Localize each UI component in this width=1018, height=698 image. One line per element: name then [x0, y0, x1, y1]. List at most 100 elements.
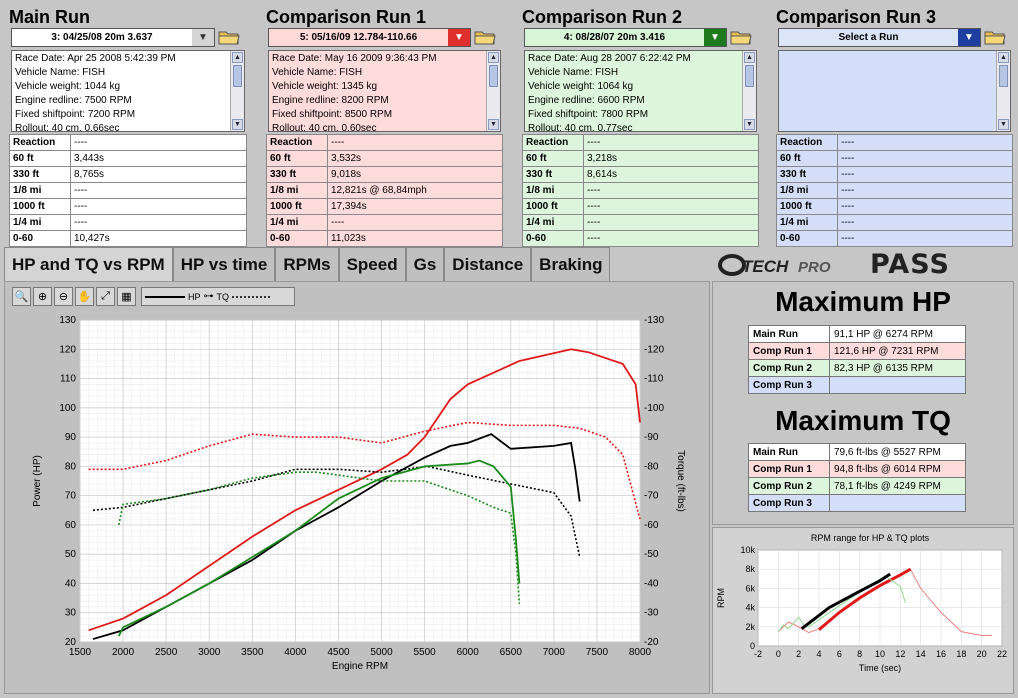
scrollbar[interactable]: ▲ ▼: [230, 51, 244, 131]
tab-speed[interactable]: Speed: [338, 247, 406, 281]
stat-row: 1000 ft ----: [522, 198, 759, 215]
stat-value: ----: [583, 198, 759, 215]
scrollbar[interactable]: ▲ ▼: [742, 51, 756, 131]
chevron-down-icon[interactable]: ▼: [704, 29, 726, 46]
scroll-thumb[interactable]: [745, 65, 754, 87]
pan-hand-icon[interactable]: ✋: [75, 287, 94, 306]
series-line: [88, 348, 641, 632]
y-tick-label: 120: [59, 344, 76, 355]
max-run-label: Main Run: [748, 325, 830, 343]
x-tick-label: 7000: [543, 647, 566, 658]
max-value: 82,3 HP @ 6135 RPM: [829, 359, 966, 377]
scroll-up-icon[interactable]: ▲: [232, 52, 243, 63]
y-tick-label: 60: [65, 520, 77, 531]
rpm-range-chart[interactable]: RPM range for HP & TQ plots-2 0 2 4 6 8 10 12 14…: [714, 530, 1012, 690]
chevron-down-icon[interactable]: ▼: [958, 29, 980, 46]
max-row: Comp Run 1 121,6 HP @ 7231 RPM: [748, 342, 966, 360]
scroll-up-icon[interactable]: ▲: [998, 52, 1009, 63]
y-tick-label: 30: [65, 608, 77, 619]
run-info-box[interactable]: Race Date: May 16 2009 9:36:43 PM Vehicle…: [268, 50, 501, 132]
tab-distance[interactable]: Distance: [444, 247, 532, 281]
rpm-series-line: [800, 572, 891, 630]
scroll-down-icon[interactable]: ▼: [232, 119, 243, 130]
fit-icon[interactable]: ⤢: [96, 287, 115, 306]
stat-value: 10,427s: [70, 230, 247, 247]
stat-value: ----: [837, 182, 1013, 199]
tab-rpms[interactable]: RPMs: [275, 247, 339, 281]
x-tick-label: 10: [875, 649, 885, 659]
folder-icon[interactable]: [984, 29, 1006, 48]
run-info-line: Engine redline: 7500 RPM: [15, 95, 132, 106]
x-tick-label: -2: [754, 649, 762, 659]
run-info-line: Engine redline: 6600 RPM: [528, 95, 645, 106]
folder-icon[interactable]: [730, 29, 752, 48]
x-tick-label: 14: [916, 649, 926, 659]
tab-gs[interactable]: Gs: [405, 247, 445, 281]
max-row: Comp Run 1 94,8 ft-lbs @ 6014 RPM: [748, 460, 966, 478]
run-info-line: Vehicle weight: 1064 kg: [528, 81, 634, 92]
max-tq-table-wrap: Main Run 79,6 ft-lbs @ 5527 RPM Comp Run 1…: [748, 443, 966, 512]
x-tick-label: 22: [997, 649, 1007, 659]
stat-label: 60 ft: [522, 150, 584, 167]
scroll-up-icon[interactable]: ▲: [488, 52, 499, 63]
zoom-region-icon[interactable]: ⊕: [33, 287, 52, 306]
scrollbar[interactable]: ▲ ▼: [486, 51, 500, 131]
scroll-down-icon[interactable]: ▼: [998, 119, 1009, 130]
run-info-line: Engine redline: 8200 RPM: [272, 95, 389, 106]
grid-icon[interactable]: ▦: [117, 287, 136, 306]
tab-hp-vs-time[interactable]: HP vs time: [172, 247, 276, 281]
stat-value: 3,532s: [327, 150, 503, 167]
gtech-logo-icon: TECH PRO: [718, 254, 831, 276]
stat-label: 0-60: [522, 230, 584, 247]
stat-row: 1/4 mi ----: [266, 214, 503, 231]
max-value: 91,1 HP @ 6274 RPM: [829, 325, 966, 343]
x-tick-label: 2000: [112, 647, 135, 658]
scrollbar[interactable]: ▲ ▼: [996, 51, 1010, 131]
chart-tabs: HP and TQ vs RPM HP vs time RPMs Speed Gs Dis…: [4, 247, 611, 281]
stat-label: Reaction: [522, 134, 584, 151]
stat-label: 1/4 mi: [776, 214, 838, 231]
chevron-down-icon[interactable]: ▼: [192, 29, 214, 46]
scroll-thumb[interactable]: [999, 65, 1008, 87]
tab-braking[interactable]: Braking: [531, 247, 611, 281]
folder-icon[interactable]: [474, 29, 496, 48]
stat-value: 12,821s @ 68,84mph: [327, 182, 503, 199]
svg-text:PRO: PRO: [798, 259, 831, 276]
stat-row: 60 ft 3,443s: [9, 150, 247, 167]
stat-value: 8,614s: [583, 166, 759, 183]
zoom-out-icon[interactable]: ⊖: [54, 287, 73, 306]
scroll-up-icon[interactable]: ▲: [744, 52, 755, 63]
stat-label: 1000 ft: [9, 198, 71, 215]
y2-tick-label: -110: [644, 374, 664, 385]
run-selector[interactable]: 4: 08/28/07 20m 3.416 ▼: [524, 28, 727, 47]
folder-icon[interactable]: [218, 29, 240, 48]
scroll-down-icon[interactable]: ▼: [488, 119, 499, 130]
chevron-down-icon[interactable]: ▼: [448, 29, 470, 46]
zoom-icon[interactable]: 🔍: [12, 287, 31, 306]
scroll-thumb[interactable]: [489, 65, 498, 87]
scroll-thumb[interactable]: [233, 65, 242, 87]
x-tick-label: 3000: [198, 647, 221, 658]
run-selector[interactable]: 3: 04/25/08 20m 3.637 ▼: [11, 28, 215, 47]
stat-value: 9,018s: [327, 166, 503, 183]
run-selector[interactable]: Select a Run ▼: [778, 28, 981, 47]
run-info-box[interactable]: Race Date: Aug 28 2007 6:22:42 PM Vehicle…: [524, 50, 757, 132]
stat-value: ----: [583, 182, 759, 199]
stat-value: ----: [837, 166, 1013, 183]
stat-label: 1000 ft: [776, 198, 838, 215]
x-axis-label: Time (sec): [859, 663, 901, 673]
hp-tq-chart: 1500 2000 2500 3000 3500 4000 4500 5000 5500 6000…: [32, 315, 686, 672]
scroll-down-icon[interactable]: ▼: [744, 119, 755, 130]
stat-label: 0-60: [776, 230, 838, 247]
y-tick-label: 50: [65, 549, 77, 560]
max-row: Comp Run 2 78,1 ft-lbs @ 4249 RPM: [748, 477, 966, 495]
stat-label: 330 ft: [776, 166, 838, 183]
run-selector[interactable]: 5: 05/16/09 12.784-110.66 ▼: [268, 28, 471, 47]
series-line: [117, 471, 521, 605]
y2-tick-label: -70: [644, 491, 659, 502]
stat-label: 1/4 mi: [266, 214, 328, 231]
tab-hp-and-tq-vs-rpm[interactable]: HP and TQ vs RPM: [4, 247, 173, 281]
run-info-box[interactable]: Race Date: Apr 25 2008 5:42:39 PM Vehicle…: [11, 50, 245, 132]
stat-row: 1000 ft ----: [9, 198, 247, 215]
run-info-box[interactable]: ▲ ▼: [778, 50, 1011, 132]
